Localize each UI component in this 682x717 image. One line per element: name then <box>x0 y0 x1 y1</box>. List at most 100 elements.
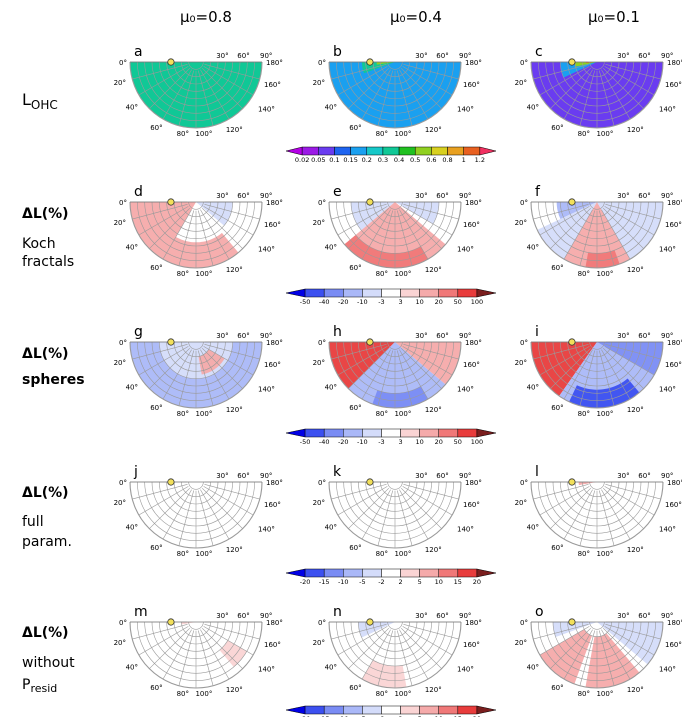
row-label-full-2: param. <box>22 534 72 550</box>
colorbar-tick-label: 10 <box>435 578 443 586</box>
zenith-label: 160° <box>665 641 682 649</box>
polar-panel-b: b 0° 30° 60° 90°180° 20° 40° 60° 80° 100° 120° 140°… <box>313 44 482 138</box>
azimuth-label: 60° <box>237 332 249 340</box>
azimuth-label: 30° <box>617 192 629 200</box>
azimuth-gridline <box>162 69 192 120</box>
colorbar-segment <box>476 568 497 578</box>
zenith-label: 120° <box>425 546 442 554</box>
column-header-mu01: μ₀=0.1 <box>588 8 640 26</box>
azimuth-gridline <box>601 349 631 400</box>
colorbar-row-4: -20 -15 -10 -5 -2 2 5 10 15 20 <box>285 705 497 717</box>
azimuth-label: 60° <box>436 52 448 60</box>
azimuth-label: 30° <box>415 52 427 60</box>
colorbar-segment <box>463 146 481 156</box>
azimuth-gridline <box>603 208 644 249</box>
azimuth-label: 180° <box>266 199 283 207</box>
azimuth-label: 60° <box>638 332 650 340</box>
zenith-label: 20° <box>114 639 126 647</box>
azimuth-gridline <box>337 66 388 96</box>
azimuth-label: 180° <box>266 479 283 487</box>
azimuth-gridline <box>603 628 644 669</box>
zenith-label: 60° <box>150 404 162 412</box>
colorbar-segment <box>362 705 382 715</box>
colorbar-segment <box>476 288 497 298</box>
azimuth-gridline <box>197 70 214 126</box>
zenith-label: 120° <box>627 266 644 274</box>
zenith-label: 60° <box>551 124 563 132</box>
azimuth-gridline <box>331 483 387 500</box>
colorbar-tick-label: 3 <box>398 438 402 446</box>
azimuth-gridline <box>331 63 387 80</box>
heatmap-cell <box>329 342 395 389</box>
zenith-label: 100° <box>596 690 613 698</box>
panel-letter: n <box>333 604 342 620</box>
colorbar-segment <box>362 568 382 578</box>
column-header-mu04: μ₀=0.4 <box>390 8 442 26</box>
zenith-label: 20° <box>313 219 325 227</box>
azimuth-gridline <box>396 630 413 686</box>
colorbar-tick-label: 50 <box>454 298 462 306</box>
colorbar-segment <box>479 146 497 156</box>
azimuth-label: 30° <box>216 612 228 620</box>
colorbar-row-0: 0.02 0.05 0.1 0.15 0.2 0.3 0.4 0.5 0.6 0.8 1 1.2 <box>285 146 497 164</box>
colorbar-tick-label: -10 <box>338 715 349 717</box>
zenith-gridline <box>387 481 403 490</box>
azimuth-label: 90° <box>459 472 471 480</box>
colorbar-tick-label: 20 <box>473 578 481 586</box>
colorbar-segment <box>476 428 497 438</box>
azimuth-label: 0° <box>318 479 326 487</box>
colorbar-tick-label: 0.2 <box>362 156 372 164</box>
azimuth-gridline <box>563 69 593 120</box>
colorbar-tick-label: 15 <box>454 578 462 586</box>
azimuth-gridline <box>402 626 453 656</box>
azimuth-gridline <box>401 628 442 669</box>
azimuth-gridline <box>348 208 389 249</box>
azimuth-gridline <box>605 623 661 640</box>
zenith-label: 20° <box>114 79 126 87</box>
colorbar-tick-label: -10 <box>357 298 368 306</box>
azimuth-label: 60° <box>237 472 249 480</box>
colorbar-segment <box>438 568 459 578</box>
azimuth-gridline <box>539 206 590 236</box>
zenith-label: 160° <box>463 221 480 229</box>
colorbar-segment <box>334 146 351 156</box>
zenith-label: 20° <box>114 499 126 507</box>
colorbar-segment <box>323 705 344 715</box>
column-header-mu08: μ₀=0.8 <box>180 8 232 26</box>
zenith-gridline <box>589 61 605 70</box>
colorbar-tick-label: -20 <box>338 298 349 306</box>
azimuth-label: 90° <box>661 612 673 620</box>
panel-letter: m <box>134 604 148 620</box>
zenith-label: 160° <box>665 361 682 369</box>
azimuth-label: 90° <box>459 192 471 200</box>
zenith-label: 60° <box>150 264 162 272</box>
azimuth-gridline <box>200 349 230 400</box>
colorbar-segment <box>400 705 420 715</box>
panel-letter: b <box>333 44 342 60</box>
zenith-label: 80° <box>578 550 590 558</box>
zenith-gridline <box>387 61 403 70</box>
azimuth-gridline <box>403 343 459 360</box>
azimuth-gridline <box>563 629 593 680</box>
heatmap-cell <box>578 482 597 486</box>
colorbar-tick-label: -50 <box>300 438 311 446</box>
row-label-koch-2: fractals <box>22 254 74 270</box>
sun-position-marker <box>366 478 374 486</box>
azimuth-gridline <box>550 488 591 529</box>
azimuth-gridline <box>401 488 442 529</box>
colorbar-tick-label: 5 <box>418 578 422 586</box>
zenith-label: 100° <box>195 270 212 278</box>
polar-panel-c: c 0° 30° 60° 90°180° 20° 40° 60° 80° 100° 120° 140°… <box>515 44 682 138</box>
azimuth-gridline <box>401 348 442 389</box>
row-labels: LOHC ΔL(%) Koch fractals ΔL(%) spheres Δ… <box>22 90 85 695</box>
azimuth-gridline <box>361 349 391 400</box>
azimuth-label: 30° <box>415 192 427 200</box>
azimuth-label: 90° <box>661 472 673 480</box>
sun-position-marker <box>167 478 175 486</box>
azimuth-gridline <box>132 63 188 80</box>
zenith-label: 160° <box>665 81 682 89</box>
azimuth-gridline <box>396 350 413 406</box>
azimuth-gridline <box>563 209 593 260</box>
azimuth-label: 30° <box>415 332 427 340</box>
azimuth-gridline <box>402 206 453 236</box>
